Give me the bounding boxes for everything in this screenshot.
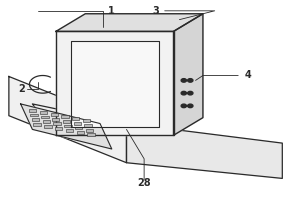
Text: 4: 4 bbox=[245, 71, 252, 80]
Circle shape bbox=[181, 104, 187, 108]
Bar bbox=[75, 127, 82, 129]
Text: 2: 2 bbox=[19, 84, 26, 94]
Bar bbox=[50, 113, 58, 116]
Circle shape bbox=[188, 91, 193, 95]
Text: 1: 1 bbox=[108, 6, 115, 16]
Polygon shape bbox=[56, 31, 173, 135]
Polygon shape bbox=[56, 14, 203, 31]
Bar bbox=[53, 122, 61, 125]
Bar bbox=[72, 117, 80, 120]
Text: 3: 3 bbox=[152, 6, 159, 16]
Bar bbox=[55, 127, 62, 130]
Circle shape bbox=[181, 79, 187, 82]
Bar bbox=[52, 118, 59, 121]
Bar bbox=[87, 133, 94, 136]
Bar bbox=[74, 122, 81, 125]
Polygon shape bbox=[127, 124, 282, 178]
Bar bbox=[63, 120, 70, 123]
Bar bbox=[76, 131, 84, 134]
Circle shape bbox=[188, 104, 193, 108]
Bar bbox=[30, 114, 38, 116]
Bar bbox=[29, 109, 36, 112]
Bar bbox=[32, 118, 39, 121]
Bar bbox=[33, 123, 41, 126]
Bar bbox=[83, 119, 90, 122]
Bar bbox=[66, 129, 73, 132]
Bar bbox=[40, 111, 47, 114]
Bar bbox=[41, 116, 49, 118]
Polygon shape bbox=[173, 14, 203, 135]
Polygon shape bbox=[70, 41, 159, 127]
Bar bbox=[86, 129, 93, 132]
Bar bbox=[84, 124, 92, 127]
Polygon shape bbox=[9, 76, 127, 163]
Text: 28: 28 bbox=[137, 178, 151, 188]
Circle shape bbox=[181, 91, 187, 95]
Bar bbox=[61, 115, 69, 118]
Circle shape bbox=[188, 79, 193, 82]
Bar bbox=[64, 125, 72, 127]
Bar bbox=[43, 120, 50, 123]
Bar bbox=[44, 125, 52, 128]
Polygon shape bbox=[21, 104, 112, 149]
